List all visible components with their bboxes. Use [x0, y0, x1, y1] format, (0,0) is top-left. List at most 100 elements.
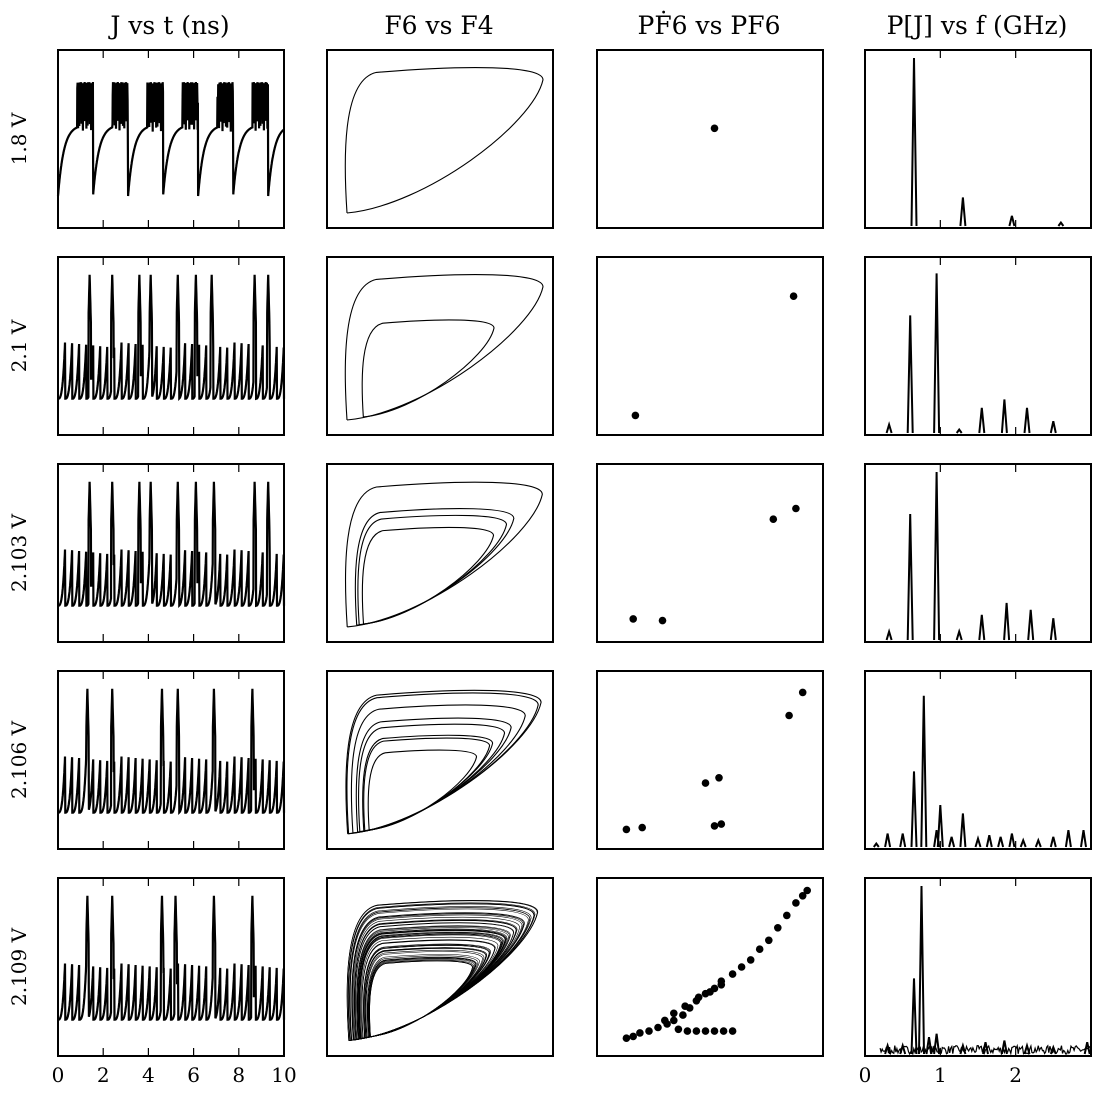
poincare-panel [596, 49, 824, 229]
spectrum-peak [959, 813, 967, 848]
spectrum-noise [879, 1043, 1092, 1056]
col-title-time-series: J vs t (ns) [107, 11, 229, 40]
phase-loop [367, 955, 479, 1038]
phase-loop [349, 908, 529, 1041]
poincare-point [654, 1023, 662, 1032]
phase-loop [357, 723, 506, 833]
spectrum-peak [948, 836, 956, 848]
series-line [56, 81, 285, 197]
spectrum-peak [1083, 1041, 1091, 1055]
tick-label: 0 [52, 1063, 65, 1087]
phase-loop [367, 956, 477, 1038]
tick-label: 4 [142, 1063, 155, 1087]
panel-frame [596, 49, 824, 229]
poincare-point [692, 1027, 701, 1035]
poincare-panel [596, 877, 824, 1057]
spectrum-peak [978, 614, 986, 641]
phase-loop [357, 929, 507, 1039]
phase-loop [366, 954, 480, 1038]
poincare-point [710, 1027, 719, 1035]
spectrum-peak [933, 1033, 941, 1055]
spectrum-peak [1000, 399, 1008, 434]
tick-label: 0 [859, 1063, 872, 1087]
spectrum-peak [885, 421, 893, 434]
panel-frame [57, 49, 285, 229]
panel-frame [864, 877, 1092, 1057]
panel-frame [57, 256, 285, 436]
phase-loop [368, 958, 475, 1037]
poincare-point [769, 515, 778, 523]
panel-frame [57, 670, 285, 850]
row-label: 2.103 V [7, 513, 31, 592]
spectrum-panel [864, 49, 1092, 229]
spectrum-peak [918, 885, 925, 1055]
poincare-point [629, 615, 637, 623]
poincare-point [683, 1027, 692, 1035]
phase-loop [344, 273, 544, 421]
spectrum-peak [1023, 407, 1031, 434]
time-series-panel [57, 877, 286, 1057]
poincare-point [717, 820, 726, 828]
spectrum-peak [910, 771, 918, 848]
col-title-poincare-map: PḞ6 vs PF6 [638, 11, 781, 40]
phase-loop [368, 957, 477, 1038]
spectrum-peak [899, 833, 907, 848]
phase-portrait-panel [326, 463, 554, 643]
poincare-point [715, 774, 723, 782]
phase-loop [359, 933, 502, 1039]
phase-loop [346, 900, 539, 1041]
col-title-power-spectrum: P[J] vs f (GHz) [887, 11, 1068, 40]
row-labels: 1.8 V 2.1 V 2.103 V 2.106 V 2.109 V [7, 112, 31, 1006]
series-line [58, 274, 286, 402]
axis-ticks: 0 2 4 6 8 10 0 1 2 [52, 1063, 1022, 1087]
phase-loop [361, 319, 495, 418]
series-line [58, 688, 286, 816]
poincare-point [645, 1027, 653, 1035]
phase-loop [357, 514, 508, 626]
spectrum-peak [1023, 1042, 1031, 1055]
panel-frame [57, 463, 285, 643]
tick-label: 8 [232, 1063, 245, 1087]
spectrum-panel [864, 463, 1092, 643]
phase-loop [346, 692, 539, 835]
phase-loop [361, 526, 495, 625]
poincare-point [803, 886, 811, 895]
poincare-point [638, 823, 646, 832]
spectrum-peak [959, 197, 967, 227]
row-label: 2.106 V [7, 720, 31, 799]
tick-label: 2 [97, 1063, 110, 1087]
spectrum-peak [1049, 420, 1057, 434]
panel-frame [864, 49, 1092, 229]
poincare-point [706, 988, 714, 996]
poincare-panel [596, 256, 824, 436]
panel-frame [596, 463, 824, 643]
spectrum-peak [906, 315, 914, 434]
poincare-point [792, 504, 800, 513]
poincare-point [792, 899, 800, 907]
panel-frame [596, 670, 824, 850]
poincare-point [670, 1016, 678, 1025]
spectrum-peak [885, 628, 893, 641]
poincare-panel [596, 463, 824, 643]
spectrum-peak [1049, 836, 1057, 848]
phase-loop [364, 947, 488, 1038]
poincare-point [661, 1016, 669, 1025]
poincare-point [755, 945, 764, 953]
poincare-point [746, 956, 755, 964]
poincare-point [694, 993, 703, 1002]
phase-portrait-panel [326, 670, 554, 850]
poincare-point [710, 124, 719, 133]
phase-loop [348, 903, 535, 1041]
panel-frame [596, 877, 824, 1057]
tick-label: 1 [934, 1063, 947, 1087]
poincare-point [785, 711, 793, 720]
poincare-point [636, 1029, 644, 1037]
poincare-point [631, 411, 640, 420]
phase-loop [363, 944, 491, 1038]
spectrum-peak [910, 57, 918, 227]
phase-loop [368, 957, 476, 1038]
poincare-point [681, 1002, 689, 1010]
spectrum-peak [1003, 602, 1011, 641]
poincare-panel [596, 670, 824, 850]
phase-loop [354, 508, 515, 626]
